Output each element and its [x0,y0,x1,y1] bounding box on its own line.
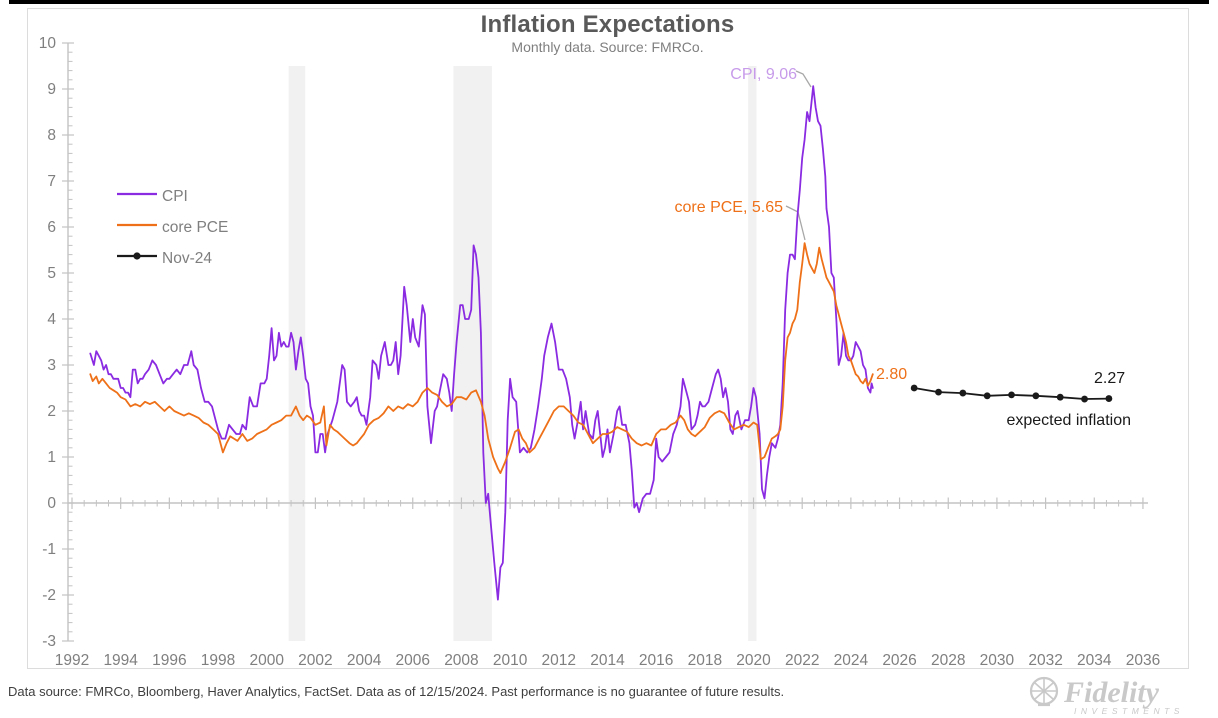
svg-text:1998: 1998 [201,652,235,669]
svg-text:2032: 2032 [1028,652,1062,669]
svg-text:2: 2 [47,403,56,420]
svg-text:2026: 2026 [882,652,916,669]
annotation-cpi-peak: CPI, 9.06 [730,66,797,83]
svg-text:3: 3 [47,357,56,374]
fidelity-investments-text: INVESTMENTS [1074,706,1184,716]
svg-text:-1: -1 [42,541,56,558]
legend-label: core PCE [162,218,229,236]
legend-item-cpi: CPI [116,181,228,212]
fidelity-logo: Fidelity INVESTMENTS [1022,671,1212,718]
chart-title: Inflation Expectations [480,11,735,38]
chart-subtitle: Monthly data. Source: FMRCo. [511,39,704,55]
svg-text:0: 0 [47,495,56,512]
svg-text:2002: 2002 [298,652,332,669]
svg-text:-2: -2 [42,587,56,604]
svg-text:2024: 2024 [834,652,869,669]
legend-item-core-pce: core PCE [116,212,228,243]
fidelity-sunburst-icon [1029,676,1059,707]
svg-text:10: 10 [39,35,57,52]
nov-24-line-swatch-icon [116,249,158,268]
svg-text:2006: 2006 [396,652,430,669]
svg-text:4: 4 [47,311,56,328]
footer-disclaimer: Data source: FMRCo, Bloomberg, Haver Ana… [8,684,785,699]
svg-text:2012: 2012 [542,652,576,669]
svg-text:2004: 2004 [347,652,382,669]
svg-text:6: 6 [47,219,56,236]
svg-text:1: 1 [47,449,56,466]
svg-text:1996: 1996 [152,652,186,669]
annotation-core-pce-peak: core PCE, 5.65 [674,199,784,216]
chart-legend: CPI core PCE Nov-24 [116,181,228,274]
svg-text:2008: 2008 [444,652,478,669]
legend-item-nov-24: Nov-24 [116,243,228,274]
svg-text:7: 7 [47,173,56,190]
chart-frame [27,8,1189,669]
cpi-line-swatch-icon [116,187,158,206]
legend-label: Nov-24 [162,249,212,267]
legend-label: CPI [162,187,188,205]
fidelity-wordmark: Fidelity [1063,676,1160,709]
annotation-expected-inflation-label: expected inflation [1006,412,1131,429]
svg-text:2028: 2028 [931,652,965,669]
svg-text:1994: 1994 [103,652,138,669]
svg-text:2014: 2014 [590,652,625,669]
core-pce-line-swatch-icon [116,218,158,237]
svg-text:1992: 1992 [55,652,89,669]
svg-text:9: 9 [47,81,56,98]
svg-text:2034: 2034 [1077,652,1112,669]
svg-text:2022: 2022 [785,652,819,669]
svg-text:-3: -3 [42,633,56,650]
svg-text:2018: 2018 [688,652,722,669]
svg-text:2016: 2016 [639,652,673,669]
svg-text:2000: 2000 [249,652,284,669]
svg-text:2030: 2030 [980,652,1015,669]
fidelity-logo-svg: Fidelity INVESTMENTS [1029,676,1184,716]
svg-text:2036: 2036 [1126,652,1160,669]
top-border-rule [9,0,1209,4]
svg-text:8: 8 [47,127,56,144]
annotation-core-pce-last-value: 2.80 [876,366,908,383]
svg-text:2020: 2020 [736,652,771,669]
svg-text:2010: 2010 [493,652,528,669]
annotation-expected-last-value: 2.27 [1094,370,1126,387]
svg-text:5: 5 [47,265,56,282]
